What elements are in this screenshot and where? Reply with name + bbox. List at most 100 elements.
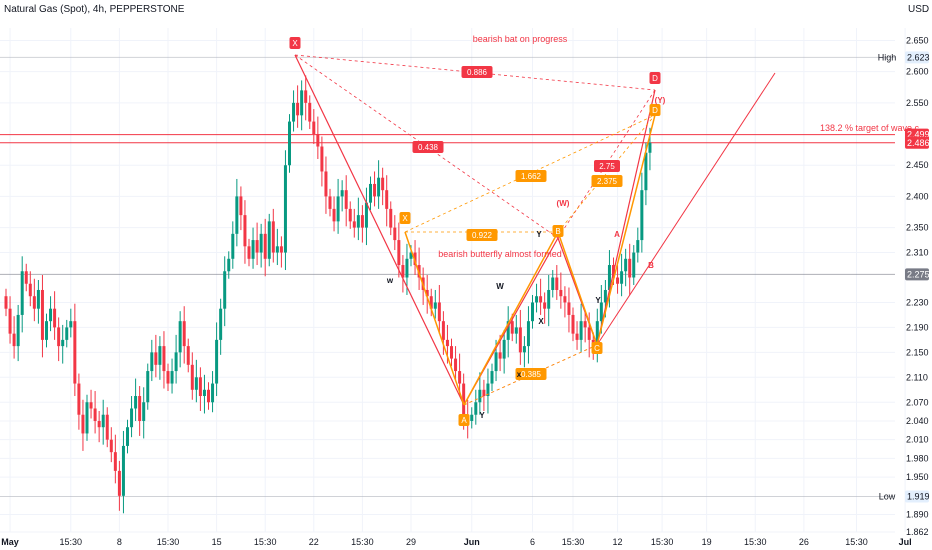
wave-label: X	[538, 317, 544, 326]
candle-body	[640, 190, 644, 241]
candle-body	[93, 408, 97, 421]
candle-body	[547, 289, 551, 309]
candle-body	[255, 240, 259, 253]
candle-body	[263, 233, 267, 259]
candle-body	[454, 358, 458, 372]
price-tick-label: 2.230	[906, 297, 929, 307]
wave-label: w	[386, 276, 394, 285]
price-tick-label: 1.890	[906, 510, 929, 520]
price-tick-label: 1.862	[906, 527, 929, 537]
candle-body	[8, 308, 12, 334]
high-label: High	[878, 52, 897, 62]
candle-body	[121, 445, 125, 496]
candle-body	[389, 208, 393, 228]
ratio-cd-butterfly-bg	[591, 175, 623, 187]
candle-body	[259, 233, 263, 253]
butterfly-point-d: D	[652, 106, 658, 115]
candle-body	[579, 321, 583, 340]
candle-body	[486, 383, 490, 397]
candle-body	[559, 289, 563, 297]
candle-body	[575, 333, 579, 340]
candle-body	[304, 90, 308, 103]
candle-body	[518, 327, 522, 353]
candle-body	[433, 302, 437, 309]
candle-body	[644, 152, 648, 191]
candle-body	[510, 321, 514, 334]
bat-point-x: X	[292, 39, 298, 48]
ratio-ac-butterfly: 0.385	[521, 370, 542, 379]
candle-body	[130, 408, 134, 428]
candle-body	[474, 402, 478, 415]
price-axis[interactable]: 2.650 2.600 2.550 2.450 2.400 2.350 2.310 2.230…	[878, 35, 930, 537]
time-tick-label: 15:30	[562, 537, 585, 547]
price-tick-label: 2.650	[906, 35, 929, 45]
candle-body	[437, 302, 441, 322]
candle-body	[429, 296, 433, 309]
wave-label: Y	[479, 411, 485, 420]
candle-body	[45, 321, 48, 340]
wave-label: A	[614, 230, 620, 239]
butterfly-annotation: bearish butterfly almost formed	[438, 249, 562, 259]
time-tick-label: 29	[406, 537, 416, 547]
candle-body	[162, 346, 166, 372]
candle-body	[283, 165, 287, 253]
candle-body	[344, 190, 348, 209]
candle-body	[539, 296, 543, 303]
price-tick-label: 2.010	[906, 435, 929, 445]
candle-body	[235, 196, 239, 234]
butterfly-point-c: C	[594, 344, 600, 353]
candle-body	[328, 196, 332, 209]
time-tick-label: 15:30	[254, 537, 277, 547]
high-price-badge: 2.623	[907, 52, 930, 62]
price-tick-label: 2.550	[906, 98, 929, 108]
candle-body	[555, 277, 559, 290]
time-tick-label: 15	[212, 537, 222, 547]
candle-body	[40, 289, 44, 340]
candle-body	[97, 420, 101, 428]
ratio-bd-butterfly-bg	[515, 170, 547, 182]
candle-body	[373, 183, 377, 197]
price-tick-label: 2.350	[906, 223, 929, 233]
bat-annotation: bearish bat on progress	[473, 34, 568, 44]
candle-body	[551, 277, 555, 290]
last-price-badge: 2.275	[907, 269, 930, 279]
bat-point-d-bg	[649, 72, 661, 84]
candle-body	[300, 90, 304, 116]
candle-body	[146, 371, 150, 403]
candle-body	[198, 377, 202, 397]
candle-body	[117, 470, 121, 496]
candle-body	[531, 302, 534, 322]
last-price-badge-bg	[905, 268, 929, 281]
candle-body	[202, 389, 206, 397]
candle-body	[462, 383, 466, 415]
candle-body	[535, 296, 539, 303]
candle-body	[126, 427, 129, 446]
candle-body	[227, 258, 231, 272]
low-price-badge-bg	[905, 490, 929, 503]
price-tick-label: 2.150	[906, 347, 929, 357]
candle-body	[231, 233, 235, 259]
candle-body	[563, 296, 567, 303]
butterfly-leg-cd	[596, 114, 656, 346]
time-axis[interactable]: May 15:30 8 15:30 15 15:30 22 15:30 29 Jun 6 15:30 1…	[1, 537, 911, 547]
candle-body	[154, 352, 158, 365]
ratio-ac-butterfly-bg	[515, 368, 547, 380]
candle-body	[73, 321, 77, 384]
candle-body	[89, 402, 93, 409]
candle-body	[4, 296, 8, 309]
candle-body	[150, 352, 154, 372]
time-tick-label: 15:30	[60, 537, 83, 547]
candle-body	[288, 121, 291, 166]
symbol-title: Natural Gas (Spot), 4h, PEPPERSTONE	[4, 4, 185, 15]
candle-body	[101, 414, 105, 428]
candle-body	[138, 396, 142, 421]
ratio-xb-butterfly-bg	[466, 229, 498, 241]
candle-body	[69, 321, 73, 328]
wave-label: W	[496, 282, 504, 291]
candle-body	[239, 196, 243, 216]
currency-label: USD	[908, 4, 929, 15]
ratio-xd-bat: 0.886	[467, 68, 488, 77]
bat-point-x-bg	[289, 37, 301, 49]
candle-body	[77, 383, 81, 415]
